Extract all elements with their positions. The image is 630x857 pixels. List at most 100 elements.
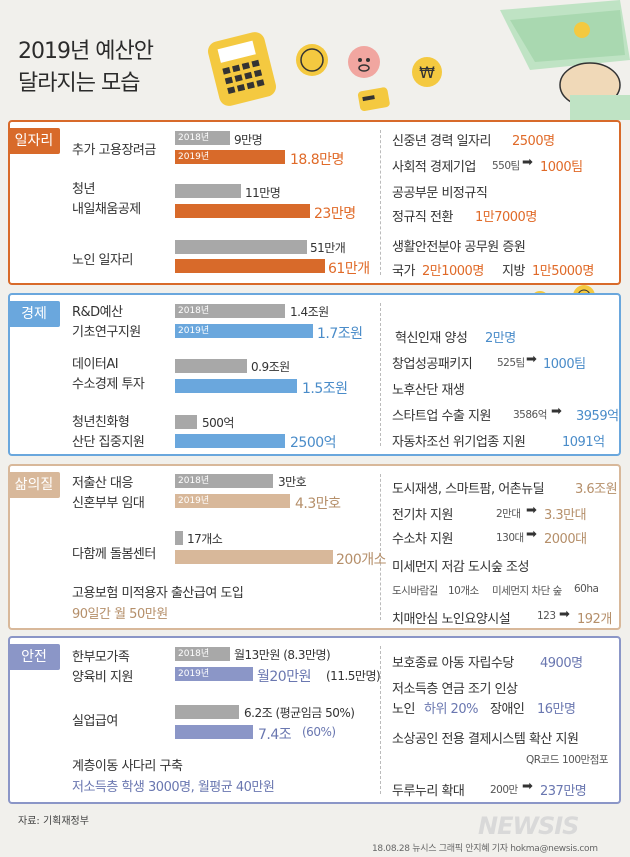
safety-right-f-to: 237만명 [540,784,587,799]
life-row2-bar-2018 [175,531,183,545]
safety-right-c-value-1: 하위 20% [424,702,478,717]
piggy-bank-icon [348,46,380,78]
life-row2-label: 다함께 돌봄센터 [72,547,156,562]
safety-row1-bar-2018: 2018년 [175,647,230,661]
jobs-right-d-national-value: 2만1000명 [422,264,484,279]
jobs-row2-label-1: 청년 [72,182,95,197]
jobs-right-d-local: 지방 [502,264,525,279]
jobs-right-b-from: 550팀 [492,160,520,172]
section-economy: 경제 R&D예산 기초연구지원 2018년 1.4조원 2019년 1.7조원 … [8,293,621,456]
credit-line: 18.08.28 뉴시스 그래픽 안지혜 기자 hokma@newsis.com [372,844,598,854]
life-row1-label-2: 신혼부부 임대 [72,496,145,511]
newsis-logo: NEWSIS [478,812,579,840]
safety-row2-label: 실업급여 [72,714,118,729]
safety-right-e-value: 100만점포 [562,754,609,766]
jobs-right-c-value: 1만7000명 [475,210,537,225]
life-right-b-to: 3.3만대 [544,508,587,523]
life-row2-bar-2019 [175,550,333,564]
page-title: 2019년 예산안 달라지는 모습 [18,36,154,100]
safety-row3-label-1: 계층이동 사다리 구축 [72,759,183,774]
economy-row3-bar-2019 [175,434,285,448]
economy-right-b-from: 525팀 [497,357,525,369]
life-right-c-to: 2000대 [544,532,587,547]
jobs-right-d-label: 생활안전분야 공무원 증원 [392,240,526,255]
safety-right-b-label: 저소득층 연금 조기 인상 [392,682,518,697]
economy-row1-label-1: R&D예산 [72,305,123,320]
economy-row3-label-2: 산단 집중지원 [72,435,145,450]
safety-right-f-label: 두루누리 확대 [392,784,465,799]
jobs-row2-bar-2018 [175,184,241,198]
life-row1-label-1: 저출산 대응 [72,476,133,491]
section-jobs: 일자리 추가 고용장려금 2018년 9만명 2019년 18.8만명 청년 내… [8,120,621,285]
life-right-a-label: 도시재생, 스마트팜, 어촌뉴딜 [392,482,545,497]
calculator-icon [208,32,276,106]
jobs-row2-value-2018: 11만명 [245,186,281,200]
safety-right-c-value-2: 16만명 [537,702,576,717]
title-line-2: 달라지는 모습 [18,71,140,96]
safety-row1-value-2019-count: (11.5만명) [326,669,381,683]
economy-right-b-arrow-icon: ➡ [526,352,537,367]
jobs-row3-bar-2018 [175,240,307,254]
life-row3-label-2: 90일간 월 50만원 [72,607,168,622]
safety-right-f-from: 200만 [490,784,518,796]
jobs-row3-bar-2019 [175,259,325,273]
economy-right-d-to: 3959억 [576,409,619,424]
life-right-b-label: 전기차 지원 [392,508,453,523]
won-coin-icon: ₩ [412,57,442,87]
section-tag-economy: 경제 [8,301,60,327]
jobs-right-b-to: 1000팀 [540,160,583,175]
economy-row2-label-1: 데이터AI [72,357,119,372]
economy-row1-label-2: 기초연구지원 [72,325,141,340]
economy-right-e-label: 자동차조선 위기업종 지원 [392,435,526,450]
economy-row1-bar-2018: 2018년 [175,304,285,318]
section-divider [380,130,381,275]
jobs-right-a-value: 2500명 [512,134,555,149]
svg-text:₩: ₩ [419,63,435,82]
economy-right-d-from: 3586억 [513,409,547,421]
life-row1-value-2018: 3만호 [278,475,307,489]
economy-row2-bar-2019 [175,379,297,393]
economy-row2-label-2: 수소경제 투자 [72,377,145,392]
life-right-f-arrow-icon: ➡ [559,607,570,622]
economy-right-a-value: 2만명 [485,331,516,346]
jobs-right-d-national: 국가 [392,264,415,279]
economy-right-d-arrow-icon: ➡ [551,404,562,419]
life-right-b-arrow-icon: ➡ [526,503,537,518]
safety-row1-value-2018: 월13만원 (8.3만명) [234,648,331,662]
jobs-row1-bar-2019: 2019년 [175,150,285,164]
economy-row1-value-2019: 1.7조원 [317,326,363,342]
life-right-c-from: 130대 [496,532,524,544]
section-divider [380,646,381,794]
safety-row1-bar-2019: 2019년 [175,667,253,681]
jobs-right-b-label: 사회적 경제기업 [392,160,476,175]
safety-row3-label-2: 저소득층 학생 3000명, 월평균 40만원 [72,780,275,795]
jobs-row1-label: 추가 고용장려금 [72,143,156,158]
jobs-row2-bar-2019 [175,204,310,218]
safety-right-a-value: 4900명 [540,656,583,671]
economy-row2-value-2019: 1.5조원 [302,381,348,397]
safety-row2-bar-2018 [175,705,239,719]
section-safety: 안전 한부모가족 양육비 지원 2018년 월13만원 (8.3만명) 2019… [8,636,621,804]
safety-right-c-label-2: 장애인 [490,702,525,717]
safety-row1-label-1: 한부모가족 [72,650,130,665]
life-row2-value-2019: 200개소 [336,552,386,568]
economy-row2-bar-2018 [175,359,247,373]
economy-row1-value-2018: 1.4조원 [290,305,329,319]
coin-icon [296,44,328,76]
section-tag-safety: 안전 [8,644,60,670]
jobs-right-b-arrow-icon: ➡ [522,155,533,170]
jobs-row1-value-2018: 9만명 [234,133,263,147]
jobs-row3-label: 노인 일자리 [72,253,133,268]
source-note: 자료: 기획재정부 [18,816,89,827]
jobs-row1-value-2019: 18.8만명 [290,152,344,168]
jobs-right-c-label-1: 공공부문 비정규직 [392,186,488,201]
section-tag-quality-of-life: 삶의질 [8,472,60,498]
safety-row1-label-2: 양육비 지원 [72,670,133,685]
life-right-a-value: 3.6조원 [575,482,618,497]
section-tag-jobs: 일자리 [8,128,60,154]
safety-right-a-label: 보호종료 아동 자립수당 [392,656,514,671]
safety-row2-bar-2019 [175,725,253,739]
life-right-e-label-2: 미세먼지 차단 숲 [492,585,562,597]
jobs-row3-value-2019: 61만개 [328,261,370,277]
life-right-c-label: 수소차 지원 [392,532,453,547]
